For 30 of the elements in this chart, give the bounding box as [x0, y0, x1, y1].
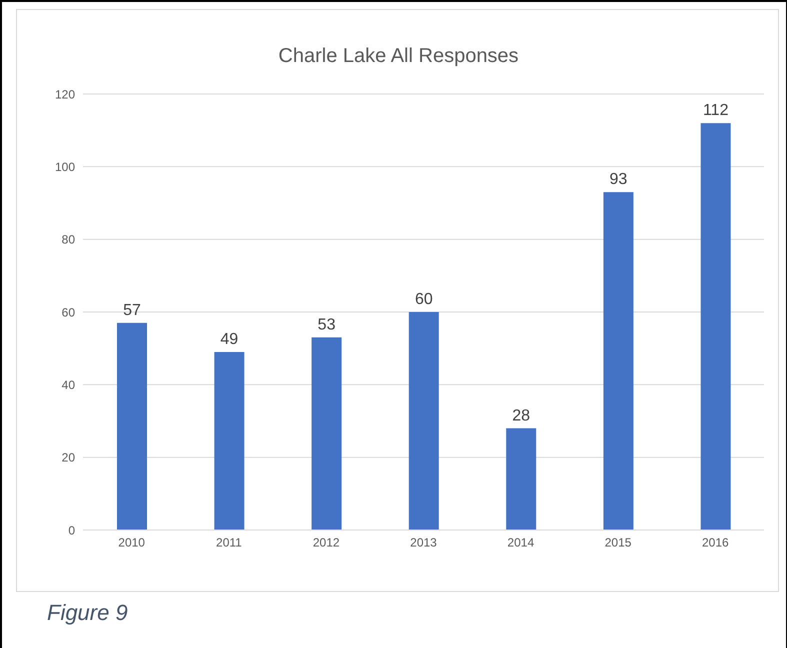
x-tick-label: 2012 [312, 536, 340, 550]
data-label: 49 [220, 330, 238, 348]
bar [117, 322, 147, 530]
data-label: 57 [123, 302, 141, 319]
bar [603, 192, 634, 530]
x-tick-label: 2010 [118, 536, 146, 550]
x-tick-label: 2015 [604, 536, 632, 550]
x-tick-label: 2016 [702, 536, 730, 550]
bar [312, 337, 342, 530]
bar [700, 123, 731, 530]
caption: Figure 9 [47, 600, 128, 626]
y-tick-label: 100 [54, 160, 76, 174]
y-tick-label: 60 [62, 305, 76, 320]
y-tick-label: 80 [62, 232, 76, 247]
x-tick-label: 2014 [507, 536, 534, 550]
y-tick-label: 40 [62, 378, 76, 392]
x-tick-label: 2013 [410, 536, 438, 550]
y-tick-label: 120 [54, 87, 76, 102]
bar [214, 352, 244, 530]
chart-title: Charle Lake All Responses [277, 45, 520, 68]
bar [506, 428, 536, 530]
data-label: 28 [512, 407, 530, 424]
data-label: 112 [702, 102, 729, 120]
data-label: 93 [610, 171, 628, 188]
y-tick-label: 0 [68, 523, 76, 538]
data-label: 60 [414, 291, 433, 308]
bar [408, 312, 439, 530]
x-tick-label: 2011 [216, 536, 242, 550]
data-label: 53 [318, 316, 336, 334]
y-tick-label: 20 [62, 450, 76, 465]
